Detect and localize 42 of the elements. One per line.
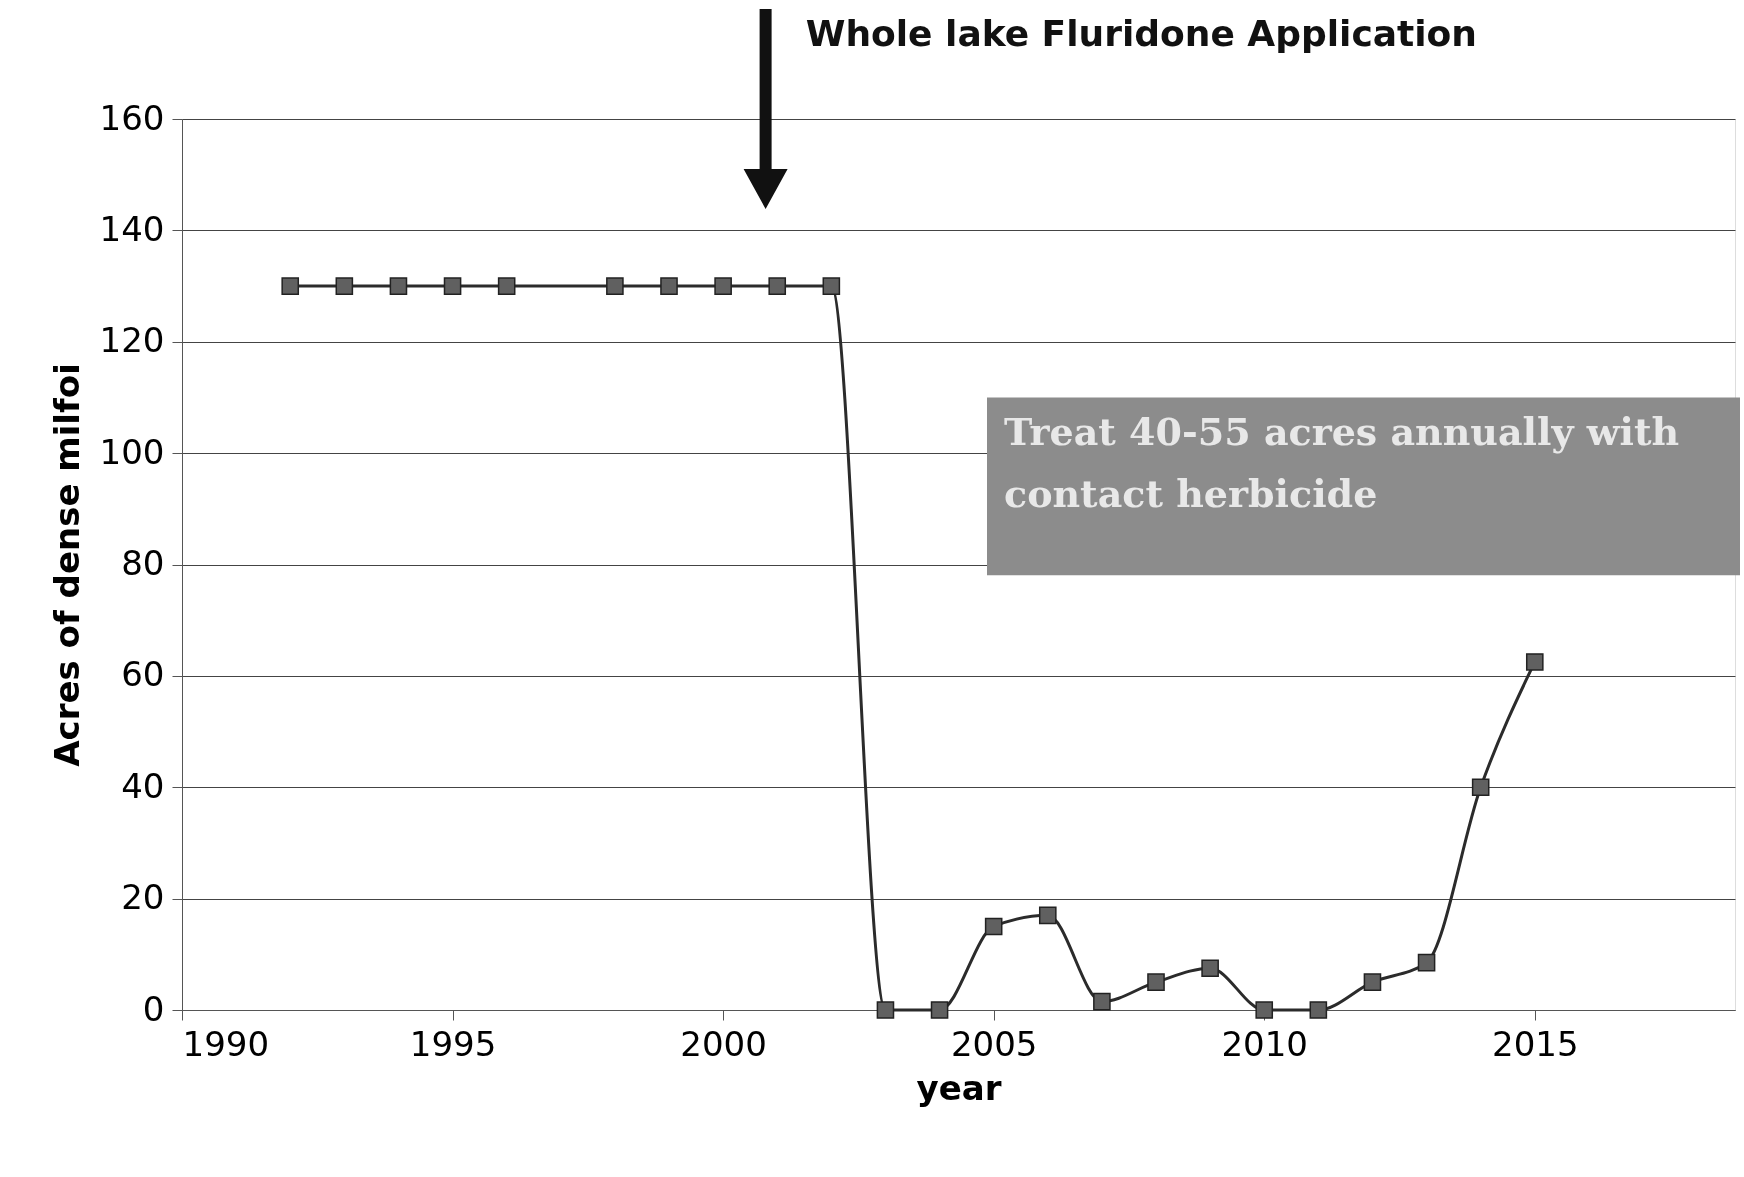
y-tick-label: 160 — [99, 97, 165, 138]
point — [768, 277, 787, 295]
point — [497, 277, 516, 295]
point — [984, 917, 1003, 936]
x-tick-label: 2000 — [680, 1023, 767, 1064]
point — [1038, 906, 1057, 925]
point — [822, 277, 841, 295]
point — [1309, 1001, 1328, 1019]
point — [335, 277, 354, 295]
x-tick-label: 2005 — [950, 1023, 1038, 1064]
point — [1147, 973, 1165, 991]
point — [1417, 953, 1436, 972]
y-tick-label: 140 — [99, 208, 165, 249]
point — [660, 277, 678, 295]
point — [281, 277, 300, 295]
x-tick-label: 2010 — [1221, 1023, 1308, 1064]
y-tick-label: 20 — [121, 877, 165, 918]
text: Whole lake Fluridone Application — [805, 13, 1477, 54]
y-tick-label: 60 — [121, 654, 165, 695]
x-tick-label: 1995 — [409, 1023, 497, 1064]
x-tick-label: 2015 — [1492, 1023, 1579, 1064]
point — [1093, 992, 1111, 1011]
point — [1471, 778, 1490, 797]
x-axis-title: year — [916, 1067, 1002, 1108]
point — [1255, 1001, 1274, 1019]
point — [443, 277, 462, 295]
y-tick-label: 0 — [142, 988, 165, 1029]
annotation: Treat 40-55 acres annually with contact herbicide — [1004, 409, 1680, 517]
point — [1201, 959, 1219, 978]
point — [714, 277, 732, 295]
y-tick-label: 100 — [99, 431, 165, 472]
x-tick-label: 1990 — [182, 1023, 270, 1064]
y-axis-title: Acres of dense milfoi — [46, 363, 87, 767]
y-tick-label: 120 — [99, 320, 165, 361]
point — [389, 277, 408, 295]
point — [606, 277, 624, 295]
y-tick-label: 40 — [121, 765, 165, 806]
point — [930, 1001, 949, 1019]
y-tick-label: 80 — [121, 543, 165, 583]
point — [1363, 973, 1382, 991]
point — [1525, 653, 1544, 671]
point — [876, 1001, 895, 1019]
